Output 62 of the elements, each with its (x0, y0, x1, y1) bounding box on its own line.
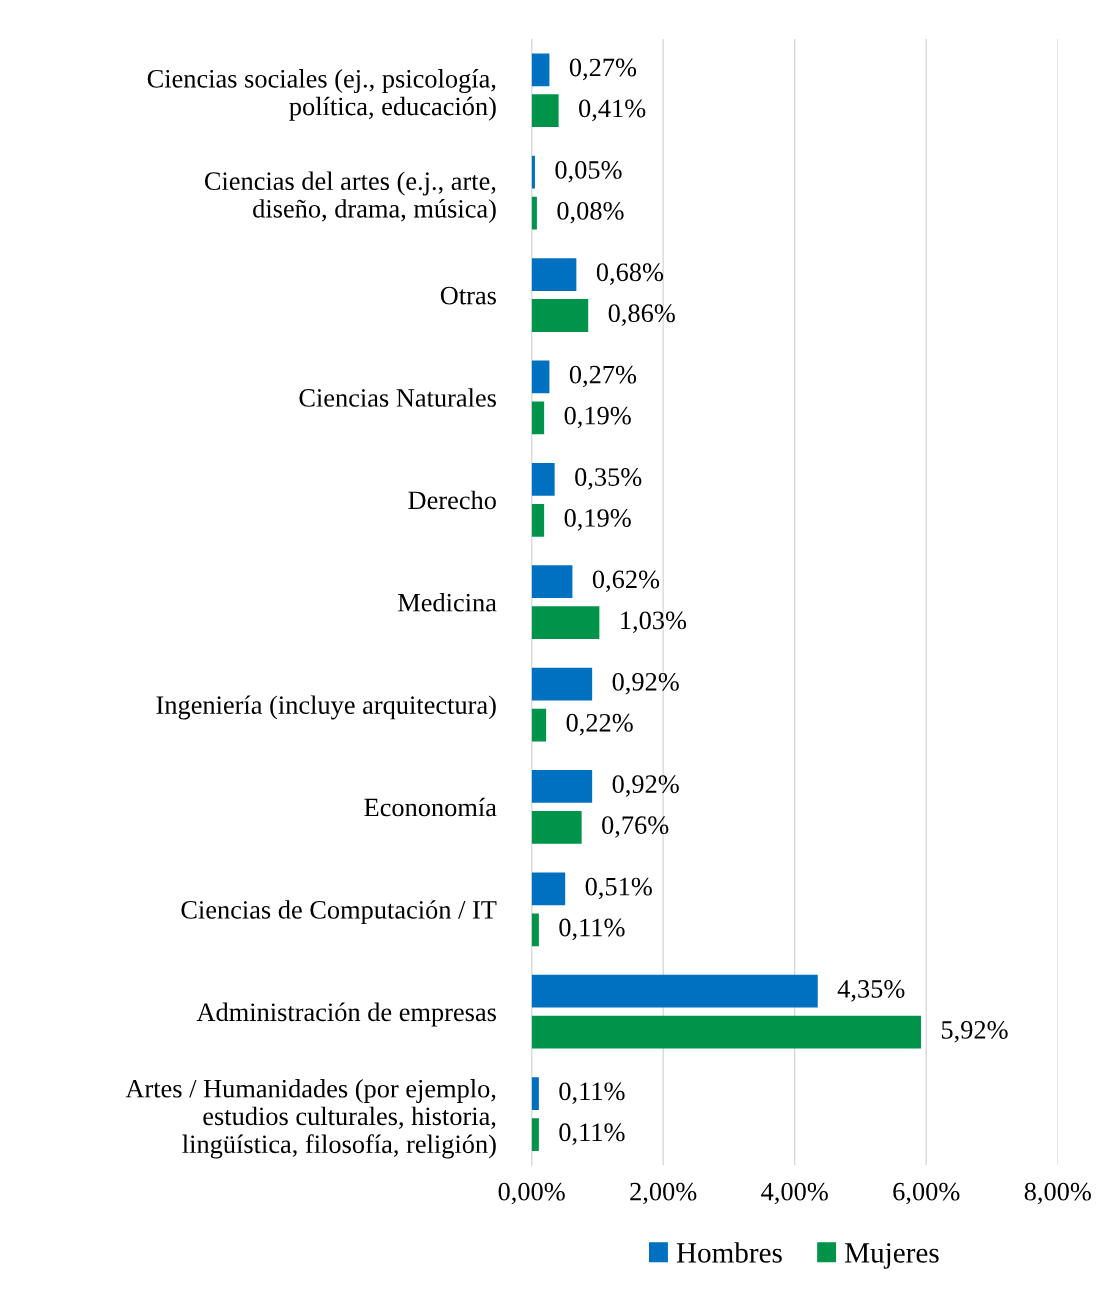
data-label: 0,11% (559, 1082, 625, 1105)
data-label: 0,41% (579, 99, 646, 122)
y-tick-label: Medicina (398, 593, 497, 612)
x-tick-label: 4,00% (761, 1182, 828, 1205)
bar (531, 196, 537, 230)
y-tick-label: Ciencias del artes (e.j., arte, diseño, drama, música) (204, 171, 496, 224)
y-tick-label: Ciencias Naturales (299, 388, 496, 407)
bar (531, 299, 589, 332)
bar (531, 667, 593, 701)
data-label: 0,19% (564, 406, 631, 429)
data-label: 0,86% (608, 304, 675, 326)
data-label: 5,92% (941, 1020, 1008, 1043)
y-tick-label: Ciencias sociales (ej., psicología, política, educación) (147, 69, 496, 121)
data-label: 0,27% (569, 58, 637, 81)
data-label: 0,27% (569, 365, 637, 388)
bar (531, 565, 573, 599)
data-label: 0,35% (575, 468, 642, 490)
data-label: 0,51% (585, 877, 652, 900)
bar (531, 155, 535, 189)
legend-label: Mujeres (844, 1243, 939, 1269)
data-label: 0,62% (592, 570, 660, 593)
bar (531, 872, 566, 906)
data-label: 0,92% (612, 775, 679, 797)
bar (531, 811, 582, 844)
bar (531, 401, 545, 435)
bar (531, 913, 539, 947)
bar (531, 606, 600, 640)
data-label: 4,35% (837, 980, 905, 1002)
bar (531, 503, 545, 537)
y-tick-label: Ciencias de Computación / IT (181, 900, 497, 925)
data-label: 0,11% (559, 1123, 625, 1145)
y-tick-label: Otras (440, 286, 496, 305)
legend-label: Hombres (676, 1242, 782, 1263)
x-tick-label: 8,00% (1024, 1182, 1091, 1205)
data-label: 0,92% (612, 672, 679, 695)
x-tick-label: 0,00% (498, 1182, 565, 1205)
bar (531, 53, 550, 87)
bar (531, 708, 547, 742)
y-tick-label: Administración de empresas (196, 1002, 496, 1027)
data-label: 0,08% (557, 201, 624, 224)
data-label: 0,22% (566, 713, 633, 736)
bar (531, 94, 559, 128)
bar (531, 770, 593, 803)
bar (531, 974, 818, 1008)
bar (531, 1118, 539, 1151)
y-tick-label: Econonomía (364, 797, 497, 817)
x-tick-label: 6,00% (893, 1182, 960, 1205)
bar (531, 462, 555, 496)
data-label: 0,11% (559, 918, 625, 941)
bar (531, 360, 550, 394)
x-tick-label: 2,00% (630, 1182, 697, 1205)
data-label: 0,19% (564, 509, 631, 531)
bar (531, 1077, 539, 1110)
bar (531, 258, 577, 291)
data-label: 0,05% (555, 160, 622, 183)
y-tick-label: Ingeniería (incluye arquitectura) (156, 695, 496, 720)
y-tick-label: Derecho (408, 490, 496, 510)
bar (531, 1015, 921, 1049)
data-label: 1,03% (621, 611, 687, 634)
y-tick-label: Artes / Humanidades (por ejemplo, estudios culturales, historia, lingüística, filosofía, religión) (125, 1079, 496, 1159)
data-label: 0,76% (602, 816, 669, 838)
data-label: 0,68% (596, 263, 664, 285)
